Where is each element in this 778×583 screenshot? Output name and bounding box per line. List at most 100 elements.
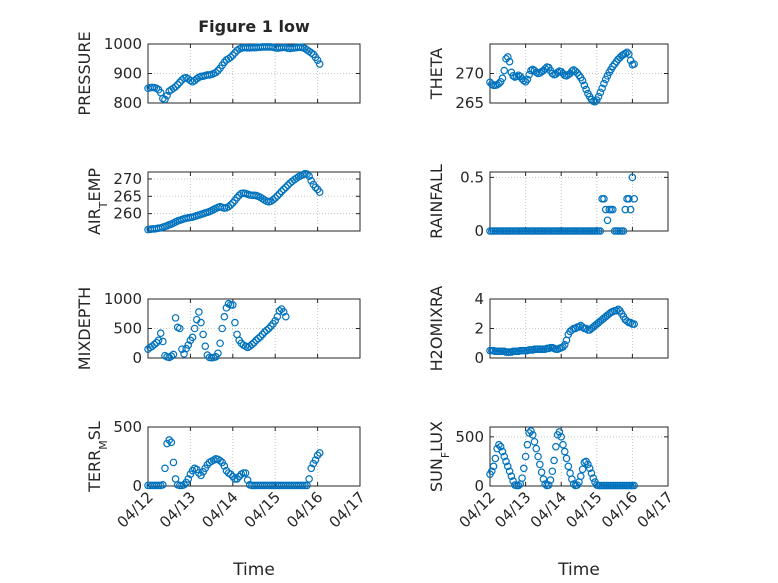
data-point [502,457,510,466]
data-point [495,440,503,449]
data-point [184,475,193,483]
data-point [218,324,227,333]
data-point [298,481,307,490]
data-point [584,460,592,469]
data-point [303,170,311,178]
data-point [313,451,322,460]
data-point [532,444,541,453]
data-point [498,447,507,456]
data-point [596,227,605,235]
y-axis-label: SUNFLUX [427,421,452,492]
data-point [553,68,562,77]
y-tick-label: 800 [113,94,142,112]
data-point [315,449,324,457]
data-point [311,456,320,464]
data-point [307,49,316,57]
data-point [267,322,275,330]
data-point [226,53,235,62]
data-point [596,88,605,97]
data-point [557,433,566,441]
data-point [578,465,587,474]
data-point [496,442,505,451]
data-point [190,324,199,333]
y-axis-label-part: M [97,440,110,450]
data-point [575,323,583,331]
series-rainfall [486,173,638,235]
data-point [525,70,533,79]
y-tick-label: 500 [455,428,484,446]
data-point [601,205,610,214]
data-point [173,80,182,89]
data-point [248,340,256,349]
data-point [161,95,169,104]
data-point [530,437,539,446]
y-axis-label: AIRTEMP [85,168,110,235]
data-point [489,462,498,471]
data-point [518,474,526,482]
y-axis-label-part: SUN [427,458,446,492]
data-point [585,464,594,473]
data-point [231,49,239,57]
data-point [273,192,282,200]
data-point [509,72,517,80]
y-tick-label: 0 [474,477,484,495]
data-point [224,202,233,211]
data-point [275,190,284,198]
data-point [250,338,258,347]
y-tick-label: 0 [132,349,142,367]
data-point [626,205,635,214]
y-tick-label: 0 [474,222,484,240]
y-axis-label: MIXDEPTH [75,287,94,370]
y-tick-label: 2 [474,320,484,338]
data-point [559,343,567,351]
data-point [212,68,220,77]
data-point [284,181,292,189]
data-point [587,469,596,478]
data-point [559,440,567,449]
data-point [254,334,263,343]
y-axis-label-part: PRESSURE [75,31,94,115]
data-point [523,440,532,449]
y-axis-label: PRESSURE [75,31,94,115]
y-tick-label: 4 [474,290,484,308]
data-point [197,318,205,327]
data-point [269,195,277,204]
series-sun-flux [486,427,638,490]
data-point [623,48,631,57]
y-axis-label-part: AIR [85,208,104,235]
data-point [630,195,638,203]
data-point [552,442,560,451]
data-point [521,452,530,461]
data-point [503,462,512,471]
data-point [487,80,496,88]
data-point [630,320,638,328]
y-axis-label-part: H2OMIXRA [427,286,446,372]
data-point [192,75,201,83]
series-theta [486,48,638,106]
y-tick-label: 0 [132,477,142,495]
data-point [536,460,544,469]
figure-title: Figure 1 low [198,17,310,36]
data-point [178,345,186,353]
data-point [188,333,197,342]
data-point [226,470,235,479]
data-point [578,76,587,85]
data-point [548,467,557,476]
data-point [258,330,267,339]
data-point [621,49,630,58]
data-point [231,318,239,327]
series-h2omixra [486,305,638,356]
data-point [165,436,174,444]
data-point [167,352,176,361]
data-point [491,454,500,463]
data-point [214,349,222,358]
data-point [495,79,503,88]
data-point [600,79,608,88]
data-point [279,308,288,316]
data-point [167,438,176,447]
subplot-mixdepth: 0 500 1000 MIXDEPTH [75,287,361,370]
data-point [176,481,184,490]
data-point [628,173,637,182]
data-point [621,205,630,214]
data-point [195,308,203,316]
